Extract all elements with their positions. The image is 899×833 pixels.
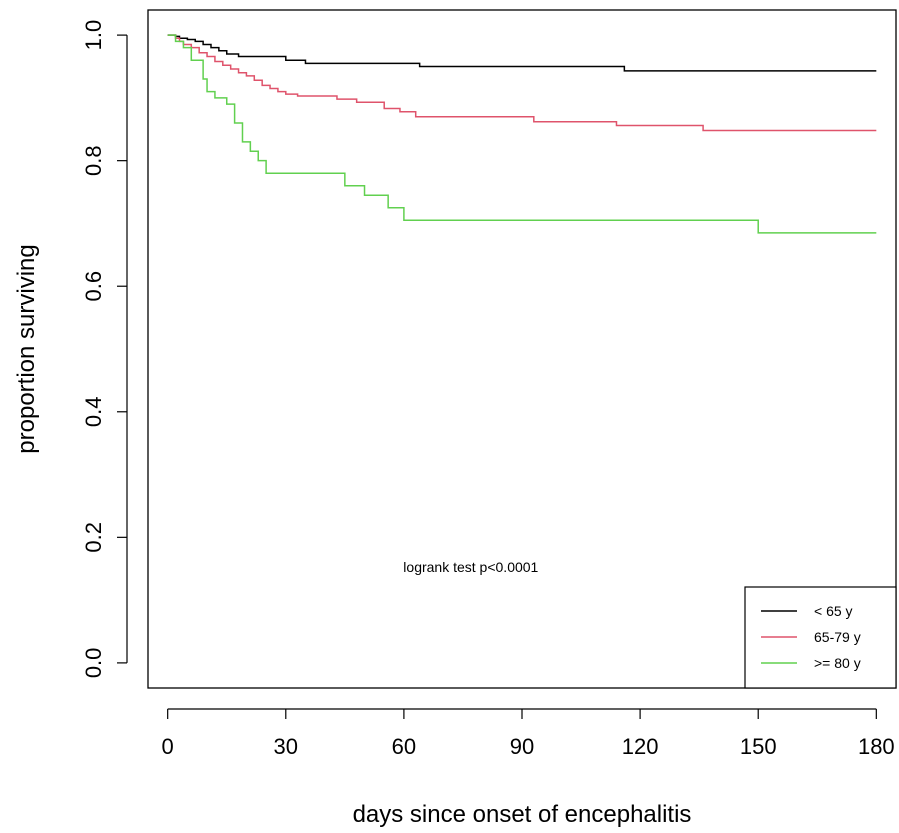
x-tick-label: 0 — [162, 734, 174, 759]
y-tick-label: 0.2 — [81, 522, 106, 553]
y-axis: 0.0 0.2 0.4 0.6 0.8 1.0 — [81, 20, 128, 679]
x-axis-title: days since onset of encephalitis — [353, 801, 692, 828]
x-tick-label: 180 — [858, 734, 895, 759]
x-tick-label: 60 — [392, 734, 416, 759]
y-tick-label: 0.0 — [81, 648, 106, 679]
legend: < 65 y 65-79 y >= 80 y — [744, 586, 897, 689]
x-tick-label: 90 — [510, 734, 534, 759]
plot-frame — [147, 9, 897, 689]
plot-area — [167, 34, 877, 234]
legend-label-65-79: 65-79 y — [814, 629, 861, 645]
y-tick-label: 0.8 — [81, 145, 106, 176]
survival-curve-1 — [167, 34, 877, 132]
x-axis: 0 30 60 90 120 150 180 — [162, 708, 895, 759]
x-tick-label: 120 — [622, 734, 659, 759]
legend-label-80-plus: >= 80 y — [814, 655, 861, 671]
survival-curve-0 — [167, 34, 877, 72]
y-tick-label: 0.6 — [81, 271, 106, 302]
y-tick-label: 1.0 — [81, 20, 106, 51]
survival-curve-2 — [167, 34, 877, 234]
legend-label-under-65: < 65 y — [814, 603, 853, 619]
logrank-annotation: logrank test p<0.0001 — [403, 559, 538, 575]
y-tick-label: 0.4 — [81, 396, 106, 427]
x-tick-label: 150 — [740, 734, 777, 759]
x-tick-label: 30 — [274, 734, 298, 759]
y-axis-title: proportion surviving — [13, 244, 40, 453]
